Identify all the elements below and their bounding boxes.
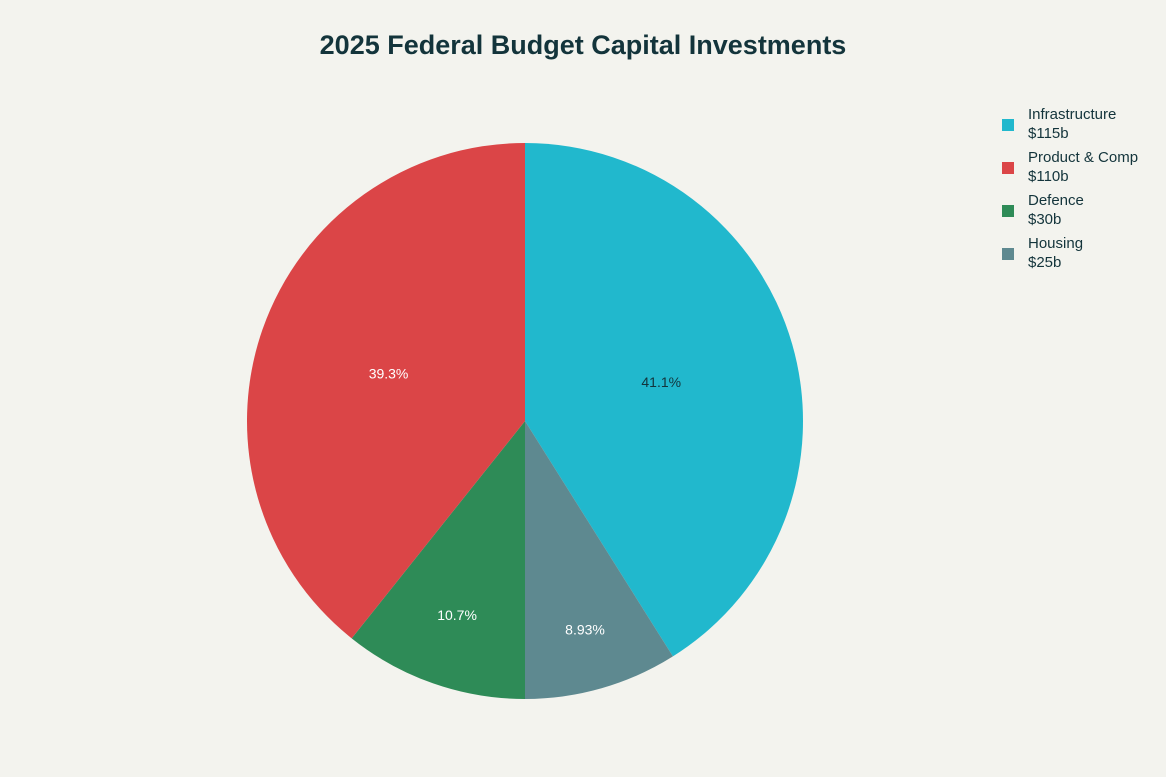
legend-category: Housing bbox=[1028, 235, 1084, 252]
pie-slice-defence[interactable] bbox=[351, 421, 525, 699]
legend-value: $25b bbox=[1028, 254, 1062, 271]
legend-category: Infrastructure bbox=[1028, 106, 1117, 123]
legend-item[interactable]: Defence $30b bbox=[1002, 191, 1138, 229]
legend: Infrastructure $115b Product & Comp $110b De… bbox=[1002, 105, 1138, 277]
pie-slice-infrastructure[interactable] bbox=[525, 143, 804, 657]
legend-label: Infrastructure $115b bbox=[1028, 105, 1116, 143]
legend-value: $110b bbox=[1028, 168, 1069, 185]
slice-percent-label: 10.7% bbox=[437, 607, 477, 623]
legend-category: Defence bbox=[1028, 192, 1084, 209]
legend-swatch bbox=[1002, 248, 1014, 260]
legend-swatch bbox=[1002, 162, 1014, 174]
pie-slice-housing[interactable] bbox=[525, 421, 673, 699]
legend-swatch bbox=[1002, 119, 1014, 131]
slice-percent-label: 41.1% bbox=[641, 374, 681, 390]
legend-label: Housing $25b bbox=[1028, 234, 1083, 272]
chart-title: 2025 Federal Budget Capital Investments bbox=[319, 30, 847, 60]
legend-item[interactable]: Product & Comp $110b bbox=[1002, 148, 1138, 186]
legend-item[interactable]: Housing $25b bbox=[1002, 234, 1138, 272]
pie-slice-product-comp[interactable] bbox=[247, 143, 525, 639]
slice-percent-label: 39.3% bbox=[369, 365, 409, 381]
slice-percent-label: 8.93% bbox=[565, 621, 605, 637]
legend-value: $115b bbox=[1028, 125, 1069, 142]
legend-label: Defence $30b bbox=[1028, 191, 1084, 229]
legend-category: Product & Comp bbox=[1028, 149, 1139, 166]
legend-value: $30b bbox=[1028, 211, 1062, 228]
legend-label: Product & Comp $110b bbox=[1028, 148, 1138, 186]
legend-item[interactable]: Infrastructure $115b bbox=[1002, 105, 1138, 143]
legend-swatch bbox=[1002, 205, 1014, 217]
